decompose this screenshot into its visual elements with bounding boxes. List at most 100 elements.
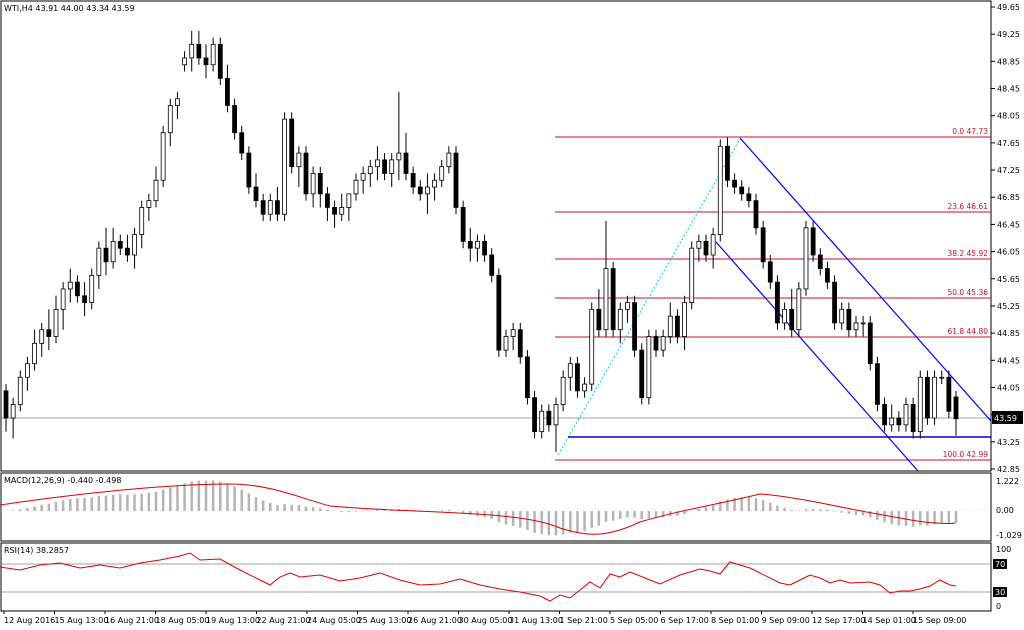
candle[interactable] [410, 166, 416, 194]
candle[interactable] [575, 356, 580, 398]
candle[interactable] [282, 112, 287, 222]
candle[interactable] [239, 125, 245, 160]
candle[interactable] [460, 200, 466, 249]
candle[interactable] [203, 44, 209, 79]
candle[interactable] [896, 411, 902, 432]
candle[interactable] [160, 125, 166, 188]
candle[interactable] [532, 390, 537, 439]
candle[interactable] [910, 397, 916, 439]
candle[interactable] [175, 91, 180, 120]
candle[interactable] [117, 234, 123, 255]
candle[interactable] [946, 370, 952, 419]
candle[interactable] [496, 268, 502, 357]
rsi-panel[interactable] [0, 542, 992, 612]
candle[interactable] [425, 173, 430, 215]
candle[interactable] [489, 248, 495, 283]
candle[interactable] [853, 316, 859, 337]
candle[interactable] [732, 173, 737, 194]
candle[interactable] [782, 302, 787, 330]
candle[interactable] [660, 329, 666, 357]
candle[interactable] [560, 370, 566, 412]
candle[interactable] [153, 166, 159, 208]
candle[interactable] [275, 187, 280, 222]
candle[interactable] [267, 193, 273, 222]
candle[interactable] [917, 370, 923, 439]
candle[interactable] [596, 288, 602, 337]
macd-panel[interactable] [0, 472, 992, 542]
candle[interactable] [867, 316, 873, 371]
candle[interactable] [17, 370, 23, 412]
candle[interactable] [67, 268, 73, 303]
candle[interactable] [725, 137, 730, 188]
candle[interactable] [446, 146, 452, 174]
candle[interactable] [46, 309, 52, 351]
candle[interactable] [189, 30, 195, 72]
candle[interactable] [939, 370, 945, 385]
candle[interactable] [360, 166, 366, 194]
candle[interactable] [217, 37, 223, 86]
candle[interactable] [253, 173, 259, 208]
candle[interactable] [810, 221, 816, 262]
candle[interactable] [739, 180, 745, 201]
candle[interactable] [932, 370, 937, 425]
candle[interactable] [296, 146, 302, 188]
candle[interactable] [3, 384, 9, 432]
candle[interactable] [796, 282, 802, 337]
candle[interactable] [817, 248, 823, 276]
candle[interactable] [417, 180, 423, 201]
candle[interactable] [646, 329, 652, 405]
candle[interactable] [139, 200, 145, 249]
candle[interactable] [375, 146, 380, 181]
candle[interactable] [432, 173, 437, 201]
candle[interactable] [246, 146, 252, 194]
candle[interactable] [689, 241, 695, 310]
candle[interactable] [717, 139, 723, 242]
candle[interactable] [567, 356, 573, 391]
candle[interactable] [103, 227, 109, 276]
candle[interactable] [332, 200, 337, 228]
candle[interactable] [182, 51, 187, 72]
candle[interactable] [82, 282, 87, 317]
candle[interactable] [403, 132, 409, 181]
candle[interactable] [889, 404, 895, 432]
candle[interactable] [396, 91, 402, 181]
candle[interactable] [75, 275, 80, 303]
candle[interactable] [225, 64, 230, 113]
candle[interactable] [667, 302, 673, 344]
candle[interactable] [32, 329, 37, 371]
candle[interactable] [610, 261, 616, 337]
candle[interactable] [832, 275, 837, 330]
candle[interactable] [746, 187, 752, 208]
candle[interactable] [803, 221, 809, 296]
candle[interactable] [475, 234, 480, 262]
candle[interactable] [517, 322, 523, 364]
candle[interactable] [260, 193, 266, 222]
candle[interactable] [925, 370, 930, 425]
candle[interactable] [25, 356, 30, 391]
candle[interactable] [603, 221, 609, 337]
candle[interactable] [710, 227, 716, 269]
candle[interactable] [639, 343, 645, 405]
candle[interactable] [503, 329, 509, 357]
fib-trend-line[interactable] [557, 138, 741, 456]
candle[interactable] [325, 187, 330, 222]
candle[interactable] [846, 302, 852, 337]
candle[interactable] [903, 397, 909, 432]
candle[interactable] [132, 227, 137, 269]
candle[interactable] [539, 404, 545, 439]
candle[interactable] [53, 295, 59, 344]
candle[interactable] [953, 390, 959, 436]
price-axis[interactable]: 49.65 49.25 48.85 48.45 48.05 47.65 47.25 46.85… [991, 3, 1020, 474]
candle[interactable] [682, 295, 687, 351]
candle[interactable] [789, 288, 795, 337]
candle[interactable] [860, 316, 866, 337]
candle[interactable] [439, 159, 445, 188]
candle[interactable] [39, 322, 45, 357]
candle[interactable] [146, 193, 152, 222]
candle[interactable] [675, 309, 680, 344]
candle[interactable] [96, 241, 102, 289]
candle[interactable] [767, 254, 773, 289]
candle[interactable] [232, 98, 237, 140]
candle[interactable] [760, 221, 766, 269]
candle[interactable] [89, 268, 95, 310]
